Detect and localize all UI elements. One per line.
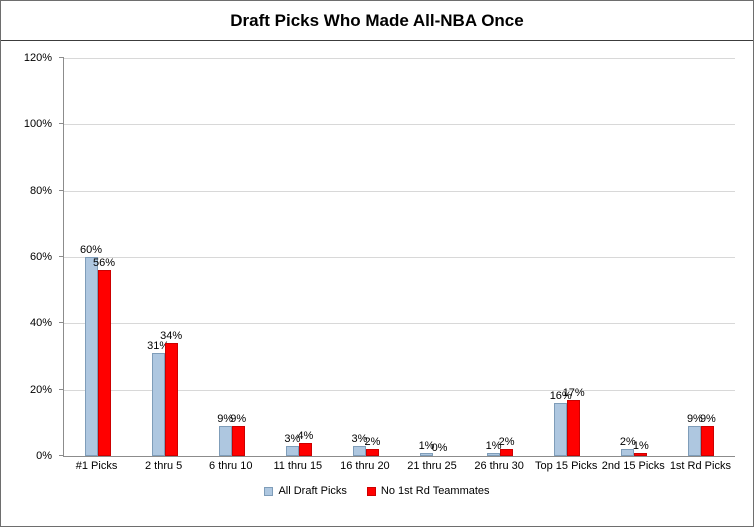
x-tick-label: 26 thru 30 xyxy=(474,460,524,472)
legend-swatch-icon xyxy=(264,486,274,496)
gridline xyxy=(64,58,735,59)
y-tick-label: 60% xyxy=(29,251,52,263)
bar: 3% xyxy=(351,433,367,456)
plot-area: 60% 56% 31% 34% 9% 9% 3% 4% 3% 2% 1% 0% 1% 2% 16% 17% 2%… xyxy=(59,57,735,457)
bar-group: 3% 2% xyxy=(332,58,399,456)
bar-group: 31% 34% xyxy=(131,58,198,456)
x-tick-label: 21 thru 25 xyxy=(407,460,457,472)
y-tickmark xyxy=(59,189,64,191)
bar: 17% xyxy=(563,387,585,456)
bar: 1% xyxy=(419,440,434,456)
bar: 9% xyxy=(217,413,233,456)
legend: All Draft Picks No 1st Rd Teammates xyxy=(1,485,753,497)
bar-value-label: 1% xyxy=(418,439,435,452)
legend-item: All Draft Picks xyxy=(264,485,347,497)
y-tickmark xyxy=(59,322,64,324)
bar-value-label: 1% xyxy=(485,439,502,452)
bar-value-label: 2% xyxy=(498,436,515,449)
gridline xyxy=(64,323,735,325)
x-tick-label: 2 thru 5 xyxy=(144,460,183,472)
bar: 56% xyxy=(93,257,115,456)
x-tick-label: 2nd 15 Picks xyxy=(601,460,665,472)
bar-value-label: 9% xyxy=(217,413,234,426)
x-tick-label: Top 15 Picks xyxy=(535,460,598,472)
bar: 4% xyxy=(297,430,313,456)
gridline xyxy=(64,124,735,126)
legend-swatch-icon xyxy=(366,486,376,496)
gridline xyxy=(64,389,735,391)
bar-group: 1% 2% xyxy=(467,58,534,456)
y-tick-label: 40% xyxy=(29,317,52,330)
bar: 1% xyxy=(486,440,502,456)
x-tick-label: 6 thru 10 xyxy=(209,460,253,472)
legend-item: No 1st Rd Teammates xyxy=(366,485,490,497)
bar: 9% xyxy=(230,413,246,456)
bar: 60% xyxy=(80,244,102,456)
bar: 3% xyxy=(284,433,300,456)
bar-value-label: 3% xyxy=(284,433,301,446)
legend-label: No 1st Rd Teammates xyxy=(380,485,490,497)
bar-value-label: 56% xyxy=(93,257,116,270)
bar-value-label: 9% xyxy=(699,413,716,426)
bar-value-label: 3% xyxy=(351,433,368,446)
bar-group: 16% 17% xyxy=(534,58,601,456)
bar: 2% xyxy=(499,436,515,456)
bar-value-label: 4% xyxy=(297,429,314,442)
x-tick-label: 11 thru 15 xyxy=(273,460,323,472)
y-tick-label: 100% xyxy=(23,118,52,131)
bar-value-label: 16% xyxy=(549,389,572,402)
bar-value-label: 0% xyxy=(431,442,448,454)
y-tick-label: 20% xyxy=(29,383,52,396)
bar: 9% xyxy=(687,413,703,456)
bar-group: 3% 4% xyxy=(265,58,332,456)
bar-group: 9% 9% xyxy=(198,58,265,456)
y-tickmark xyxy=(59,455,64,456)
y-tick-label: 80% xyxy=(29,184,52,197)
x-tick-label: #1 Picks xyxy=(75,460,118,472)
bar-value-label: 60% xyxy=(80,244,103,256)
gridline xyxy=(64,257,735,258)
y-tick-label: 0% xyxy=(36,450,52,462)
bar-value-label: 2% xyxy=(619,436,636,449)
bar: 31% xyxy=(147,340,169,456)
y-tickmark xyxy=(59,57,64,58)
bar-value-label: 31% xyxy=(147,340,170,353)
x-axis-labels: #1 Picks 2 thru 5 6 thru 10 11 thru 15 16 th… xyxy=(63,460,734,472)
bar: 2% xyxy=(620,436,636,456)
chart-title: Draft Picks Who Made All-NBA Once xyxy=(1,1,753,41)
bar-group: 2% 1% xyxy=(601,58,668,456)
bar-group: 60% 56% xyxy=(64,58,131,456)
bar-groups: 60% 56% 31% 34% 9% 9% 3% 4% 3% 2% 1% 0% 1% 2% 16% 17% 2%… xyxy=(64,58,735,456)
bar: 34% xyxy=(160,330,182,456)
bar: 9% xyxy=(700,413,716,456)
bar-group: 1% 0% xyxy=(399,58,466,456)
y-tickmark xyxy=(59,123,64,125)
y-tickmark xyxy=(59,388,64,390)
bar-value-label: 2% xyxy=(364,436,381,449)
bar: 2% xyxy=(364,436,380,456)
x-tick-label: 1st Rd Picks xyxy=(669,460,731,472)
legend-label: All Draft Picks xyxy=(278,485,347,497)
bar-value-label: 9% xyxy=(686,413,703,426)
bar-value-label: 1% xyxy=(632,439,649,452)
bar: 1% xyxy=(633,440,649,456)
bar-value-label: 34% xyxy=(160,330,183,343)
y-axis-labels: 0% 20% 40% 60% 80% 100% 120% xyxy=(1,52,56,462)
y-tick-label: 120% xyxy=(23,52,52,64)
x-tick-label: 16 thru 20 xyxy=(340,460,390,472)
bar: 16% xyxy=(550,390,572,456)
gridline xyxy=(64,190,735,192)
bar-value-label: 17% xyxy=(562,386,585,399)
bar-value-label: 9% xyxy=(230,413,247,426)
bar-group: 9% 9% xyxy=(668,58,735,456)
y-tickmark xyxy=(59,256,64,257)
